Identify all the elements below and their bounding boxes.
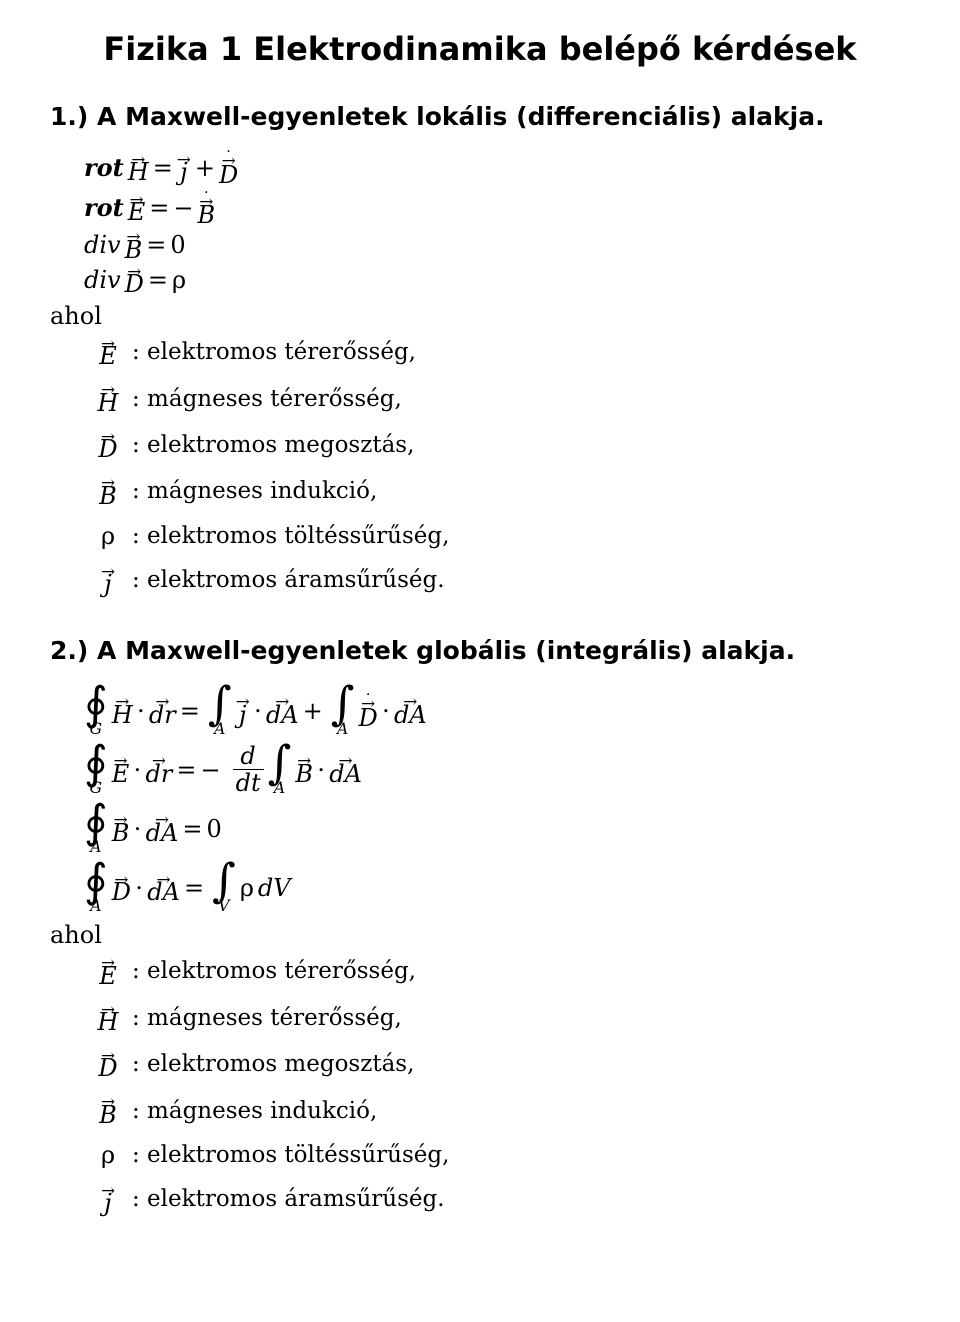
section1-definitions: →E: elektromos térerősség, →H: mágneses … xyxy=(84,336,910,596)
page-title: Fizika 1 Elektrodinamika belépő kérdések xyxy=(50,30,910,68)
div-op: div xyxy=(84,268,121,292)
div-op: div xyxy=(84,233,121,257)
rot-op: rot xyxy=(84,156,124,180)
section1-equations: rot →H = →j + ·→D rot →E = − ·→B div →B … xyxy=(84,149,910,296)
section2-ahol: ahol xyxy=(50,921,910,949)
section2-heading: 2.) A Maxwell-egyenletek globális (integ… xyxy=(50,636,910,665)
section2-definitions: →E: elektromos térerősség, →H: mágneses … xyxy=(84,955,910,1215)
section2-equations: ∮G →H ⋅ →dr = ∫A →j ⋅ →dA + ∫A ·→D ⋅ →dA… xyxy=(84,683,910,915)
section1-ahol: ahol xyxy=(50,302,910,330)
section1-heading: 1.) A Maxwell-egyenletek lokális (differ… xyxy=(50,102,910,131)
rot-op: rot xyxy=(84,196,124,220)
